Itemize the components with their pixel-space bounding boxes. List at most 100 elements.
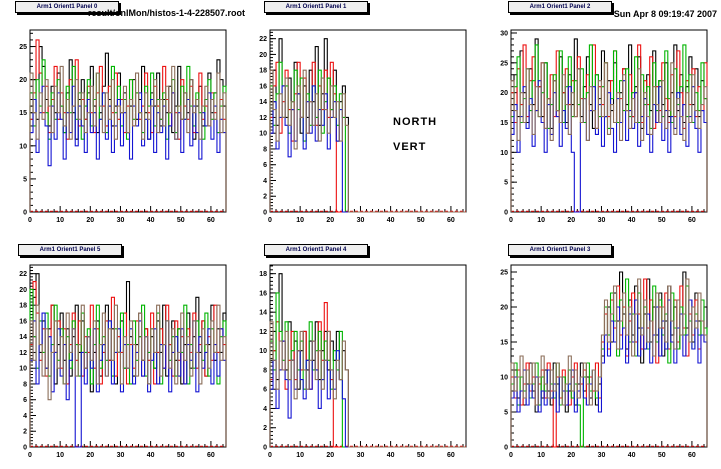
svg-text:0: 0	[268, 217, 272, 224]
svg-text:20: 20	[500, 305, 508, 312]
svg-text:0: 0	[263, 210, 267, 217]
svg-text:60: 60	[207, 217, 215, 224]
svg-text:40: 40	[387, 452, 395, 459]
svg-text:25: 25	[19, 44, 27, 51]
svg-text:40: 40	[628, 217, 636, 224]
svg-text:10: 10	[56, 452, 64, 459]
svg-text:16: 16	[259, 83, 267, 90]
histogram-series-red	[510, 278, 708, 448]
pad-panel-3[interactable]: Arm1 Orient1 Panel 3 0 10 20 30 40 50 60 0 5 10 15…	[481, 235, 721, 469]
svg-text:10: 10	[500, 375, 508, 382]
svg-text:20: 20	[326, 452, 334, 459]
svg-text:14: 14	[259, 310, 267, 317]
svg-text:60: 60	[447, 217, 455, 224]
svg-text:12: 12	[19, 350, 27, 357]
svg-text:20: 20	[19, 77, 27, 84]
histogram-series-brown	[269, 321, 466, 448]
svg-text:4: 4	[263, 406, 267, 413]
svg-text:6: 6	[23, 397, 27, 404]
pad-panel-1[interactable]: Arm1 Orient1 Panel 1 0 10 20 30 40 50 60 0 2 4 6 8 1…	[240, 0, 480, 234]
svg-text:10: 10	[500, 150, 508, 157]
pad-panel-2[interactable]: Arm1 Orient1 Panel 2 0 10 20 30 40 50 60 0 5 10 15…	[481, 0, 721, 234]
histogram-series-brown	[510, 62, 708, 212]
svg-text:30: 30	[598, 217, 606, 224]
svg-text:15: 15	[500, 120, 508, 127]
histogram-series-red	[29, 39, 227, 212]
svg-text:8: 8	[263, 146, 267, 153]
svg-text:50: 50	[177, 217, 185, 224]
svg-text:50: 50	[177, 452, 185, 459]
histogram-series-blue	[269, 340, 466, 448]
pad-panel-4[interactable]: Arm1 Orient1 Panel 4 0 10 20 30 40 50 60 0 2 4 6 8 1…	[240, 235, 480, 469]
svg-text:0: 0	[509, 452, 513, 459]
pad-title-panel-3[interactable]: Arm1 Orient1 Panel 3	[508, 244, 612, 256]
svg-text:10: 10	[56, 217, 64, 224]
annotation-north: NORTH	[393, 116, 438, 128]
histogram-series-black	[510, 38, 708, 212]
svg-text:50: 50	[658, 452, 666, 459]
svg-text:40: 40	[147, 452, 155, 459]
svg-text:30: 30	[117, 452, 125, 459]
histogram-series-green	[510, 278, 708, 448]
header-file-label: result/onlMon/histos-1-4-228507.root	[88, 8, 246, 18]
pad-title-panel-1[interactable]: Arm1 Orient1 Panel 1	[264, 1, 368, 13]
svg-text:10: 10	[259, 348, 267, 355]
svg-text:10: 10	[296, 452, 304, 459]
pad-title-panel-0[interactable]: Arm1 Orient1 Panel 0	[15, 1, 119, 13]
svg-text:10: 10	[537, 217, 545, 224]
histogram-plot-panel-4[interactable]: 0 10 20 30 40 50 60 0 2 4 6 8 10 12 14 16 18	[240, 235, 480, 469]
svg-text:15: 15	[500, 340, 508, 347]
svg-text:18: 18	[259, 271, 267, 278]
svg-text:2: 2	[263, 425, 267, 432]
svg-text:2: 2	[263, 194, 267, 201]
pad-title-panel-2[interactable]: Arm1 Orient1 Panel 2	[508, 1, 612, 13]
histogram-plot-panel-1[interactable]: 0 10 20 30 40 50 60 0 2 4 6 8 10 12 14 16 18 20 22	[240, 0, 480, 234]
svg-text:60: 60	[207, 452, 215, 459]
svg-text:14: 14	[259, 99, 267, 106]
histogram-plot-panel-5[interactable]: 0 10 20 30 40 50 60 0 2 4 6 8 10 12 14 16 18 20 22	[0, 235, 240, 469]
histogram-series-red	[29, 280, 227, 447]
svg-text:10: 10	[19, 143, 27, 150]
pad-panel-5[interactable]: Arm1 Orient1 Panel 5 0 10 20 30 40 50 60 0 2 4 6 8 1…	[0, 235, 240, 469]
histogram-plot-panel-2[interactable]: 0 10 20 30 40 50 60 0 5 10 15 20 25 30	[481, 0, 721, 234]
histogram-plot-panel-0[interactable]: 0 10 20 30 40 50 60 0 5 10 15 20 25	[0, 0, 240, 234]
svg-text:0: 0	[263, 445, 267, 452]
svg-text:20: 20	[86, 217, 94, 224]
pad-title-panel-5[interactable]: Arm1 Orient1 Panel 5	[18, 244, 122, 256]
svg-text:10: 10	[296, 217, 304, 224]
svg-text:40: 40	[387, 217, 395, 224]
svg-text:6: 6	[263, 162, 267, 169]
svg-text:16: 16	[259, 290, 267, 297]
svg-text:20: 20	[567, 452, 575, 459]
svg-text:0: 0	[28, 452, 32, 459]
svg-text:0: 0	[28, 217, 32, 224]
svg-text:5: 5	[504, 180, 508, 187]
svg-text:14: 14	[19, 334, 27, 341]
histogram-series-green	[29, 59, 227, 212]
pad-title-panel-4[interactable]: Arm1 Orient1 Panel 4	[264, 244, 368, 256]
svg-text:25: 25	[500, 270, 508, 277]
pad-panel-0[interactable]: Arm1 Orient1 Panel 0 0 10 20 30 40 50 60 0 5 10 15…	[0, 0, 240, 234]
svg-text:0: 0	[504, 445, 508, 452]
svg-text:30: 30	[357, 452, 365, 459]
histogram-series-blue	[29, 85, 227, 212]
svg-text:4: 4	[263, 178, 267, 185]
svg-text:40: 40	[628, 452, 636, 459]
histogram-series-red	[269, 302, 466, 448]
svg-text:0: 0	[23, 210, 27, 217]
svg-text:60: 60	[688, 217, 696, 224]
histogram-series-black	[510, 271, 708, 447]
svg-text:60: 60	[688, 452, 696, 459]
svg-text:16: 16	[19, 318, 27, 325]
svg-text:4: 4	[23, 413, 27, 420]
histogram-series-brown	[29, 65, 227, 212]
svg-text:6: 6	[263, 387, 267, 394]
svg-text:20: 20	[86, 452, 94, 459]
svg-text:0: 0	[268, 452, 272, 459]
svg-text:18: 18	[19, 303, 27, 310]
svg-text:5: 5	[504, 410, 508, 417]
svg-text:10: 10	[537, 452, 545, 459]
svg-text:40: 40	[147, 217, 155, 224]
histogram-plot-panel-3[interactable]: 0 10 20 30 40 50 60 0 5 10 15 20 25	[481, 235, 721, 469]
